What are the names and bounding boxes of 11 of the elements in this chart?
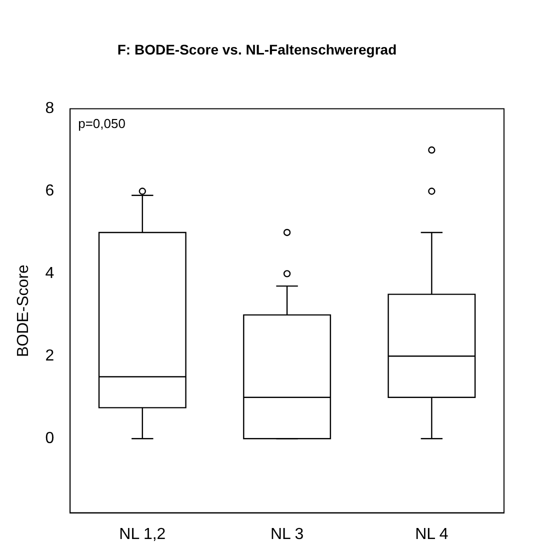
y-tick-label: 6: [45, 182, 54, 200]
y-tick-label: 8: [45, 100, 54, 118]
y-tick-label: 0: [45, 430, 54, 447]
chart-title: F: BODE-Score vs. NL-Faltenschweregrad: [117, 41, 397, 58]
x-tick-label: NL 3: [270, 526, 304, 543]
y-axis-title: BODE-Score: [15, 264, 32, 358]
y-tick-label: 2: [45, 348, 54, 365]
y-tick-label: 4: [45, 265, 54, 282]
x-tick-label: NL 4: [415, 526, 448, 543]
x-tick-label: NL 1,2: [119, 526, 166, 543]
annotation: p=0,050: [78, 116, 126, 131]
